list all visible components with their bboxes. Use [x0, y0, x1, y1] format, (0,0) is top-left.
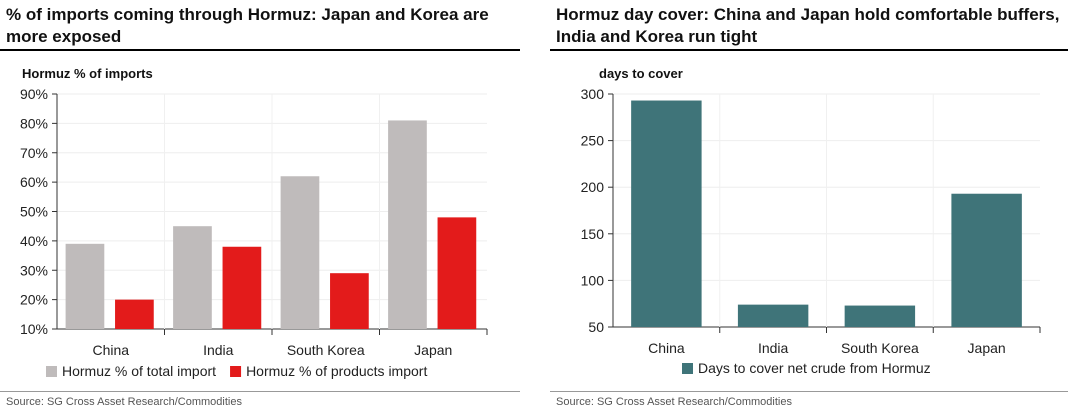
- y-axis-label: days to cover: [599, 66, 683, 81]
- legend-swatch: [230, 366, 242, 377]
- y-tick-label: 90%: [20, 86, 48, 102]
- x-tick-label: Japan: [968, 340, 1006, 356]
- legend-label: Hormuz % of total import: [62, 363, 216, 379]
- y-tick-label: 30%: [20, 262, 48, 278]
- y-tick-label: 200: [581, 179, 605, 195]
- chart-title: % of imports coming through Hormuz: Japa…: [6, 5, 489, 46]
- bar-south-korea-1: [280, 176, 320, 329]
- bar-china-2: [115, 299, 154, 329]
- x-tick-label: South Korea: [287, 342, 365, 358]
- chart-title: Hormuz day cover: China and Japan hold c…: [556, 5, 1060, 46]
- title-rule: [550, 49, 1068, 51]
- x-tick-label: Japan: [414, 342, 452, 358]
- bar-south-korea-2: [330, 273, 369, 329]
- source-note: Source: SG Cross Asset Research/Commodit…: [6, 396, 242, 408]
- legend-swatch: [682, 363, 693, 374]
- imports-chart-panel: % of imports coming through Hormuz: Japa…: [0, 0, 520, 416]
- bar-china-1: [631, 100, 702, 327]
- y-tick-label: 150: [581, 226, 605, 242]
- y-tick-label: 50: [588, 319, 604, 335]
- legend-swatch: [46, 366, 57, 377]
- y-tick-label: 100: [581, 272, 605, 288]
- bar-japan-2: [437, 217, 477, 329]
- y-tick-label: 60%: [20, 174, 48, 190]
- x-tick-label: South Korea: [841, 340, 919, 356]
- bar-south-korea-1: [844, 305, 916, 327]
- source-rule: [550, 391, 1068, 392]
- y-tick-label: 80%: [20, 115, 48, 131]
- y-tick-label: 10%: [20, 321, 48, 337]
- title-rule: [0, 49, 520, 51]
- bar-india-1: [737, 304, 809, 327]
- bar-japan-1: [951, 193, 1022, 327]
- day-cover-chart-panel: Hormuz day cover: China and Japan hold c…: [550, 0, 1068, 416]
- source-note: Source: SG Cross Asset Research/Commodit…: [556, 396, 792, 408]
- x-tick-label: China: [92, 342, 129, 358]
- y-tick-label: 300: [581, 86, 605, 102]
- x-tick-label: India: [203, 342, 234, 358]
- legend-label: Days to cover net crude from Hormuz: [698, 360, 931, 376]
- y-tick-label: 250: [581, 133, 605, 149]
- bar-india-2: [222, 246, 262, 329]
- y-axis-label: Hormuz % of imports: [22, 66, 153, 81]
- x-tick-label: India: [758, 340, 789, 356]
- x-tick-label: China: [648, 340, 685, 356]
- bar-india-1: [173, 226, 212, 329]
- bar-china-1: [65, 243, 105, 329]
- legend-label: Hormuz % of products import: [246, 363, 427, 379]
- imports-chart: Hormuz % of imports 10% 20% 30% 40% 50% 60% 70%…: [20, 66, 488, 379]
- day-cover-chart: days to cover 50 100 150 200 250 300 China India…: [581, 66, 1041, 376]
- y-tick-label: 40%: [20, 233, 48, 249]
- bar-japan-1: [388, 120, 427, 329]
- y-tick-label: 50%: [20, 204, 48, 220]
- source-rule: [0, 391, 520, 392]
- y-tick-label: 70%: [20, 145, 48, 161]
- y-tick-label: 20%: [20, 292, 48, 308]
